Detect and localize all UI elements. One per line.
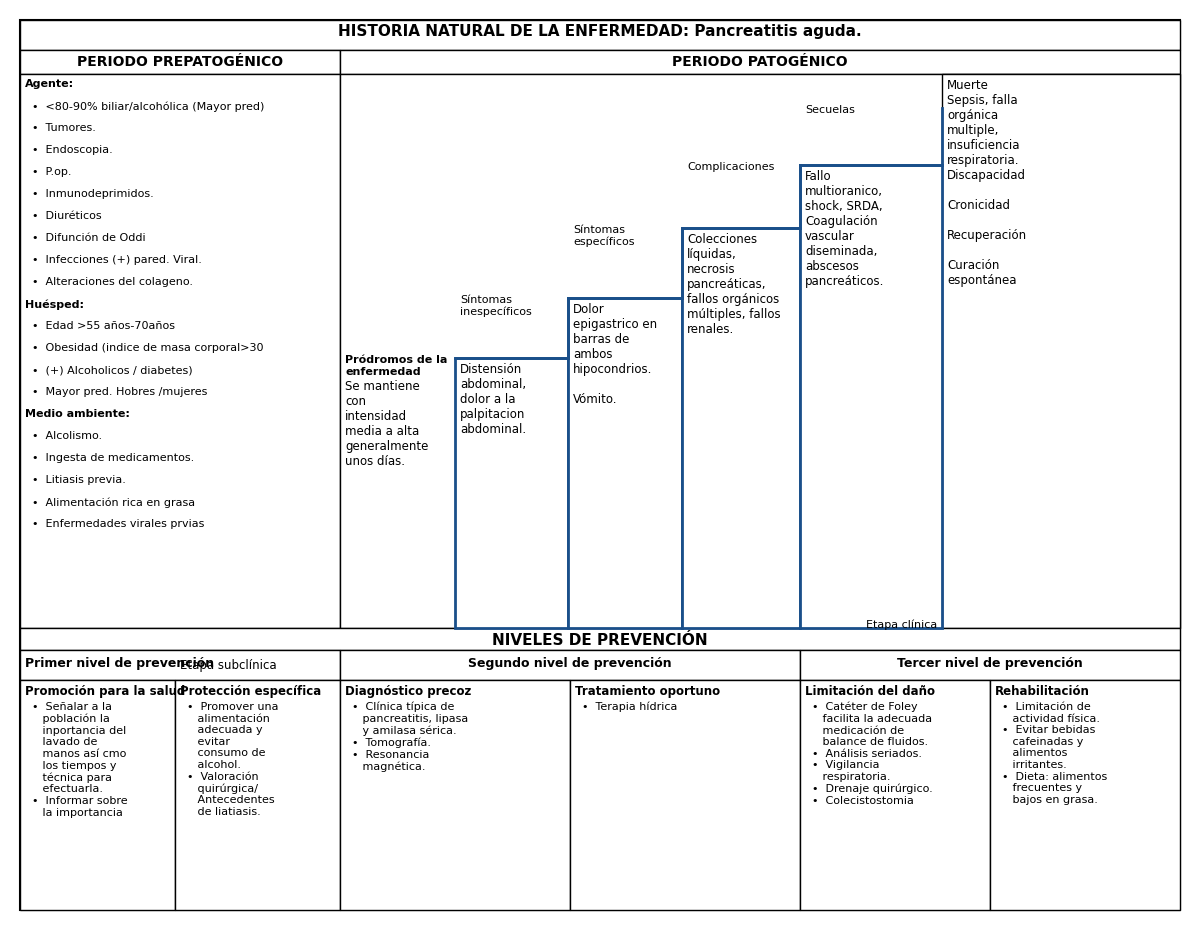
- Bar: [800, 165, 942, 628]
- Bar: [340, 650, 800, 680]
- Bar: [682, 228, 800, 628]
- Text: Muerte
Sepsis, falla
orgánica
multiple,
insuficiencia
respiratoria.
Discapacidad: Muerte Sepsis, falla orgánica multiple, …: [947, 79, 1027, 287]
- Text: Rehabilitación: Rehabilitación: [995, 685, 1090, 698]
- Bar: [340, 74, 1180, 628]
- Text: PERIODO PATOGÉNICO: PERIODO PATOGÉNICO: [672, 55, 848, 69]
- Bar: [800, 680, 990, 910]
- Bar: [20, 50, 340, 74]
- Bar: [800, 650, 1180, 680]
- Text: Medio ambiente:: Medio ambiente:: [25, 409, 130, 419]
- Bar: [175, 680, 340, 910]
- Text: •  Alcolismo.: • Alcolismo.: [25, 431, 102, 441]
- Text: •  Ingesta de medicamentos.: • Ingesta de medicamentos.: [25, 453, 194, 463]
- Text: Segundo nivel de prevención: Segundo nivel de prevención: [468, 657, 672, 670]
- Text: •  Clínica típica de
     pancreatitis, lipasa
     y amilasa sérica.
  •  Tomog: • Clínica típica de pancreatitis, lipasa…: [346, 702, 468, 772]
- Text: •  P.op.: • P.op.: [25, 167, 72, 177]
- Text: Complicaciones: Complicaciones: [686, 162, 774, 172]
- Text: Distensión
abdominal,
dolor a la
palpitacion
abdominal.: Distensión abdominal, dolor a la palpita…: [460, 363, 526, 436]
- Text: PERIODO PREPATOGÉNICO: PERIODO PREPATOGÉNICO: [77, 55, 283, 69]
- Text: NIVELES DE PREVENCIÓN: NIVELES DE PREVENCIÓN: [492, 633, 708, 648]
- Text: •  Obesidad (indice de masa corporal>30: • Obesidad (indice de masa corporal>30: [25, 343, 264, 353]
- Text: Agente:: Agente:: [25, 79, 74, 89]
- Text: •  Señalar a la
     población la
     inportancia del
     lavado de
     manos: • Señalar a la población la inportancia …: [25, 702, 127, 818]
- Text: •  Catéter de Foley
     facilita la adecuada
     medicación de
     balance de: • Catéter de Foley facilita la adecuada …: [805, 702, 932, 806]
- Text: Huésped:: Huésped:: [25, 299, 84, 310]
- Text: Tratamiento oportuno: Tratamiento oportuno: [575, 685, 720, 698]
- Bar: [340, 50, 1180, 74]
- Text: •  Difunción de Oddi: • Difunción de Oddi: [25, 233, 145, 243]
- Bar: [568, 298, 682, 628]
- Text: •  Promover una
     alimentación
     adecuada y
     evitar
     consumo de
  : • Promover una alimentación adecuada y e…: [180, 702, 278, 817]
- Text: •  Alimentación rica en grasa: • Alimentación rica en grasa: [25, 497, 196, 507]
- Text: Colecciones
líquidas,
necrosis
pancreáticas,
fallos orgánicos
múltiples, fallos
: Colecciones líquidas, necrosis pancreáti…: [686, 233, 781, 336]
- Bar: [20, 20, 1180, 50]
- Text: Limitación del daño: Limitación del daño: [805, 685, 935, 698]
- Bar: [455, 358, 568, 628]
- Text: •  Endoscopia.: • Endoscopia.: [25, 145, 113, 155]
- Bar: [990, 680, 1180, 910]
- Text: •  Mayor pred. Hobres /mujeres: • Mayor pred. Hobres /mujeres: [25, 387, 208, 397]
- Text: •  <80-90% biliar/alcohólica (Mayor pred): • <80-90% biliar/alcohólica (Mayor pred): [25, 101, 264, 111]
- Text: •  Litiasis previa.: • Litiasis previa.: [25, 475, 126, 485]
- Text: Primer nivel de prevención: Primer nivel de prevención: [25, 657, 214, 670]
- Text: Dolor
epigastrico en
barras de
ambos
hipocondrios.

Vómito.: Dolor epigastrico en barras de ambos hip…: [574, 303, 658, 406]
- Text: •  Tumores.: • Tumores.: [25, 123, 96, 133]
- Text: Se mantiene
con
intensidad
media a alta
generalmente
unos días.: Se mantiene con intensidad media a alta …: [346, 380, 428, 468]
- Text: Síntomas
inespecíficos: Síntomas inespecíficos: [460, 295, 532, 317]
- Text: •  Diuréticos: • Diuréticos: [25, 211, 102, 221]
- Bar: [20, 680, 175, 910]
- Text: •  Limitación de
     actividad física.
  •  Evitar bebidas
     cafeinadas y
  : • Limitación de actividad física. • Evit…: [995, 702, 1108, 805]
- Text: Síntomas
específicos: Síntomas específicos: [574, 225, 635, 248]
- Bar: [942, 74, 1180, 628]
- Text: Promoción para la salud: Promoción para la salud: [25, 685, 185, 698]
- Text: Secuelas: Secuelas: [805, 105, 854, 115]
- Text: Fallo
multioranico,
shock, SRDA,
Coagulación
vascular
diseminada,
abscesos
pancr: Fallo multioranico, shock, SRDA, Coagula…: [805, 170, 884, 288]
- Bar: [20, 74, 340, 628]
- Text: Tercer nivel de prevención: Tercer nivel de prevención: [898, 657, 1082, 670]
- Text: Etapa clínica: Etapa clínica: [865, 620, 937, 630]
- Text: •  Terapia hídrica: • Terapia hídrica: [575, 702, 677, 713]
- Text: •  Infecciones (+) pared. Viral.: • Infecciones (+) pared. Viral.: [25, 255, 202, 265]
- Bar: [340, 680, 570, 910]
- Text: •  Edad >55 años-70años: • Edad >55 años-70años: [25, 321, 175, 331]
- Text: Etapa subclínica: Etapa subclínica: [180, 659, 277, 672]
- Bar: [20, 628, 1180, 650]
- Text: HISTORIA NATURAL DE LA ENFERMEDAD: Pancreatitis aguda.: HISTORIA NATURAL DE LA ENFERMEDAD: Pancr…: [338, 24, 862, 39]
- Bar: [570, 680, 800, 910]
- Text: Pródromos de la
enfermedad: Pródromos de la enfermedad: [346, 355, 448, 376]
- Bar: [20, 650, 340, 680]
- Text: Diagnóstico precoz: Diagnóstico precoz: [346, 685, 472, 698]
- Text: •  Enfermedades virales prvias: • Enfermedades virales prvias: [25, 519, 204, 529]
- Text: •  (+) Alcoholicos / diabetes): • (+) Alcoholicos / diabetes): [25, 365, 193, 375]
- Text: Protección específica: Protección específica: [180, 685, 322, 698]
- Text: •  Alteraciones del colageno.: • Alteraciones del colageno.: [25, 277, 193, 287]
- Text: •  Inmunodeprimidos.: • Inmunodeprimidos.: [25, 189, 154, 199]
